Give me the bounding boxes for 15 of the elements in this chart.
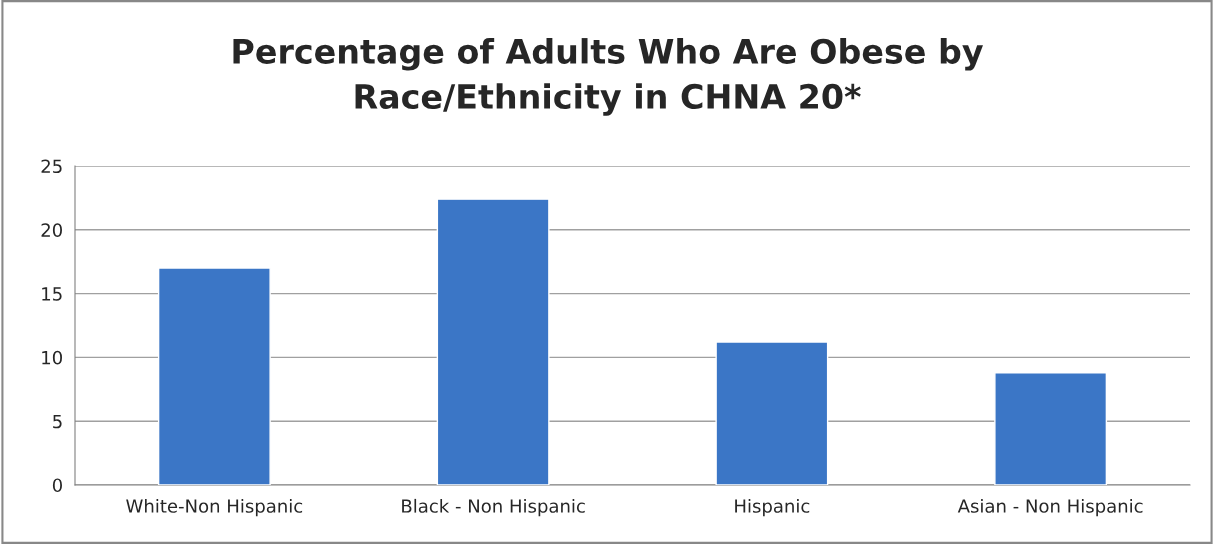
- x-tick-label: Black - Non Hispanic: [402, 498, 585, 517]
- chart-title: Percentage of Adults Who Are Obese by Race/Ethnicity in CHNA 20*: [233, 38, 983, 116]
- y-tick-label: 20: [41, 223, 62, 237]
- bar: [994, 372, 1108, 485]
- bar: [157, 267, 271, 485]
- y-tick-label: 10: [42, 350, 62, 365]
- x-tick-label: Hispanic: [735, 498, 810, 517]
- bar: [436, 198, 550, 485]
- y-tick-label: 15: [42, 287, 62, 301]
- bar: [715, 341, 829, 485]
- x-tick-label: White-Non Hispanic: [126, 498, 303, 517]
- x-tick-label: Asian - Non Hispanic: [957, 498, 1143, 517]
- y-tick-label: 5: [53, 414, 62, 429]
- y-tick-label: 25: [41, 159, 62, 174]
- y-tick-label: 0: [52, 478, 62, 493]
